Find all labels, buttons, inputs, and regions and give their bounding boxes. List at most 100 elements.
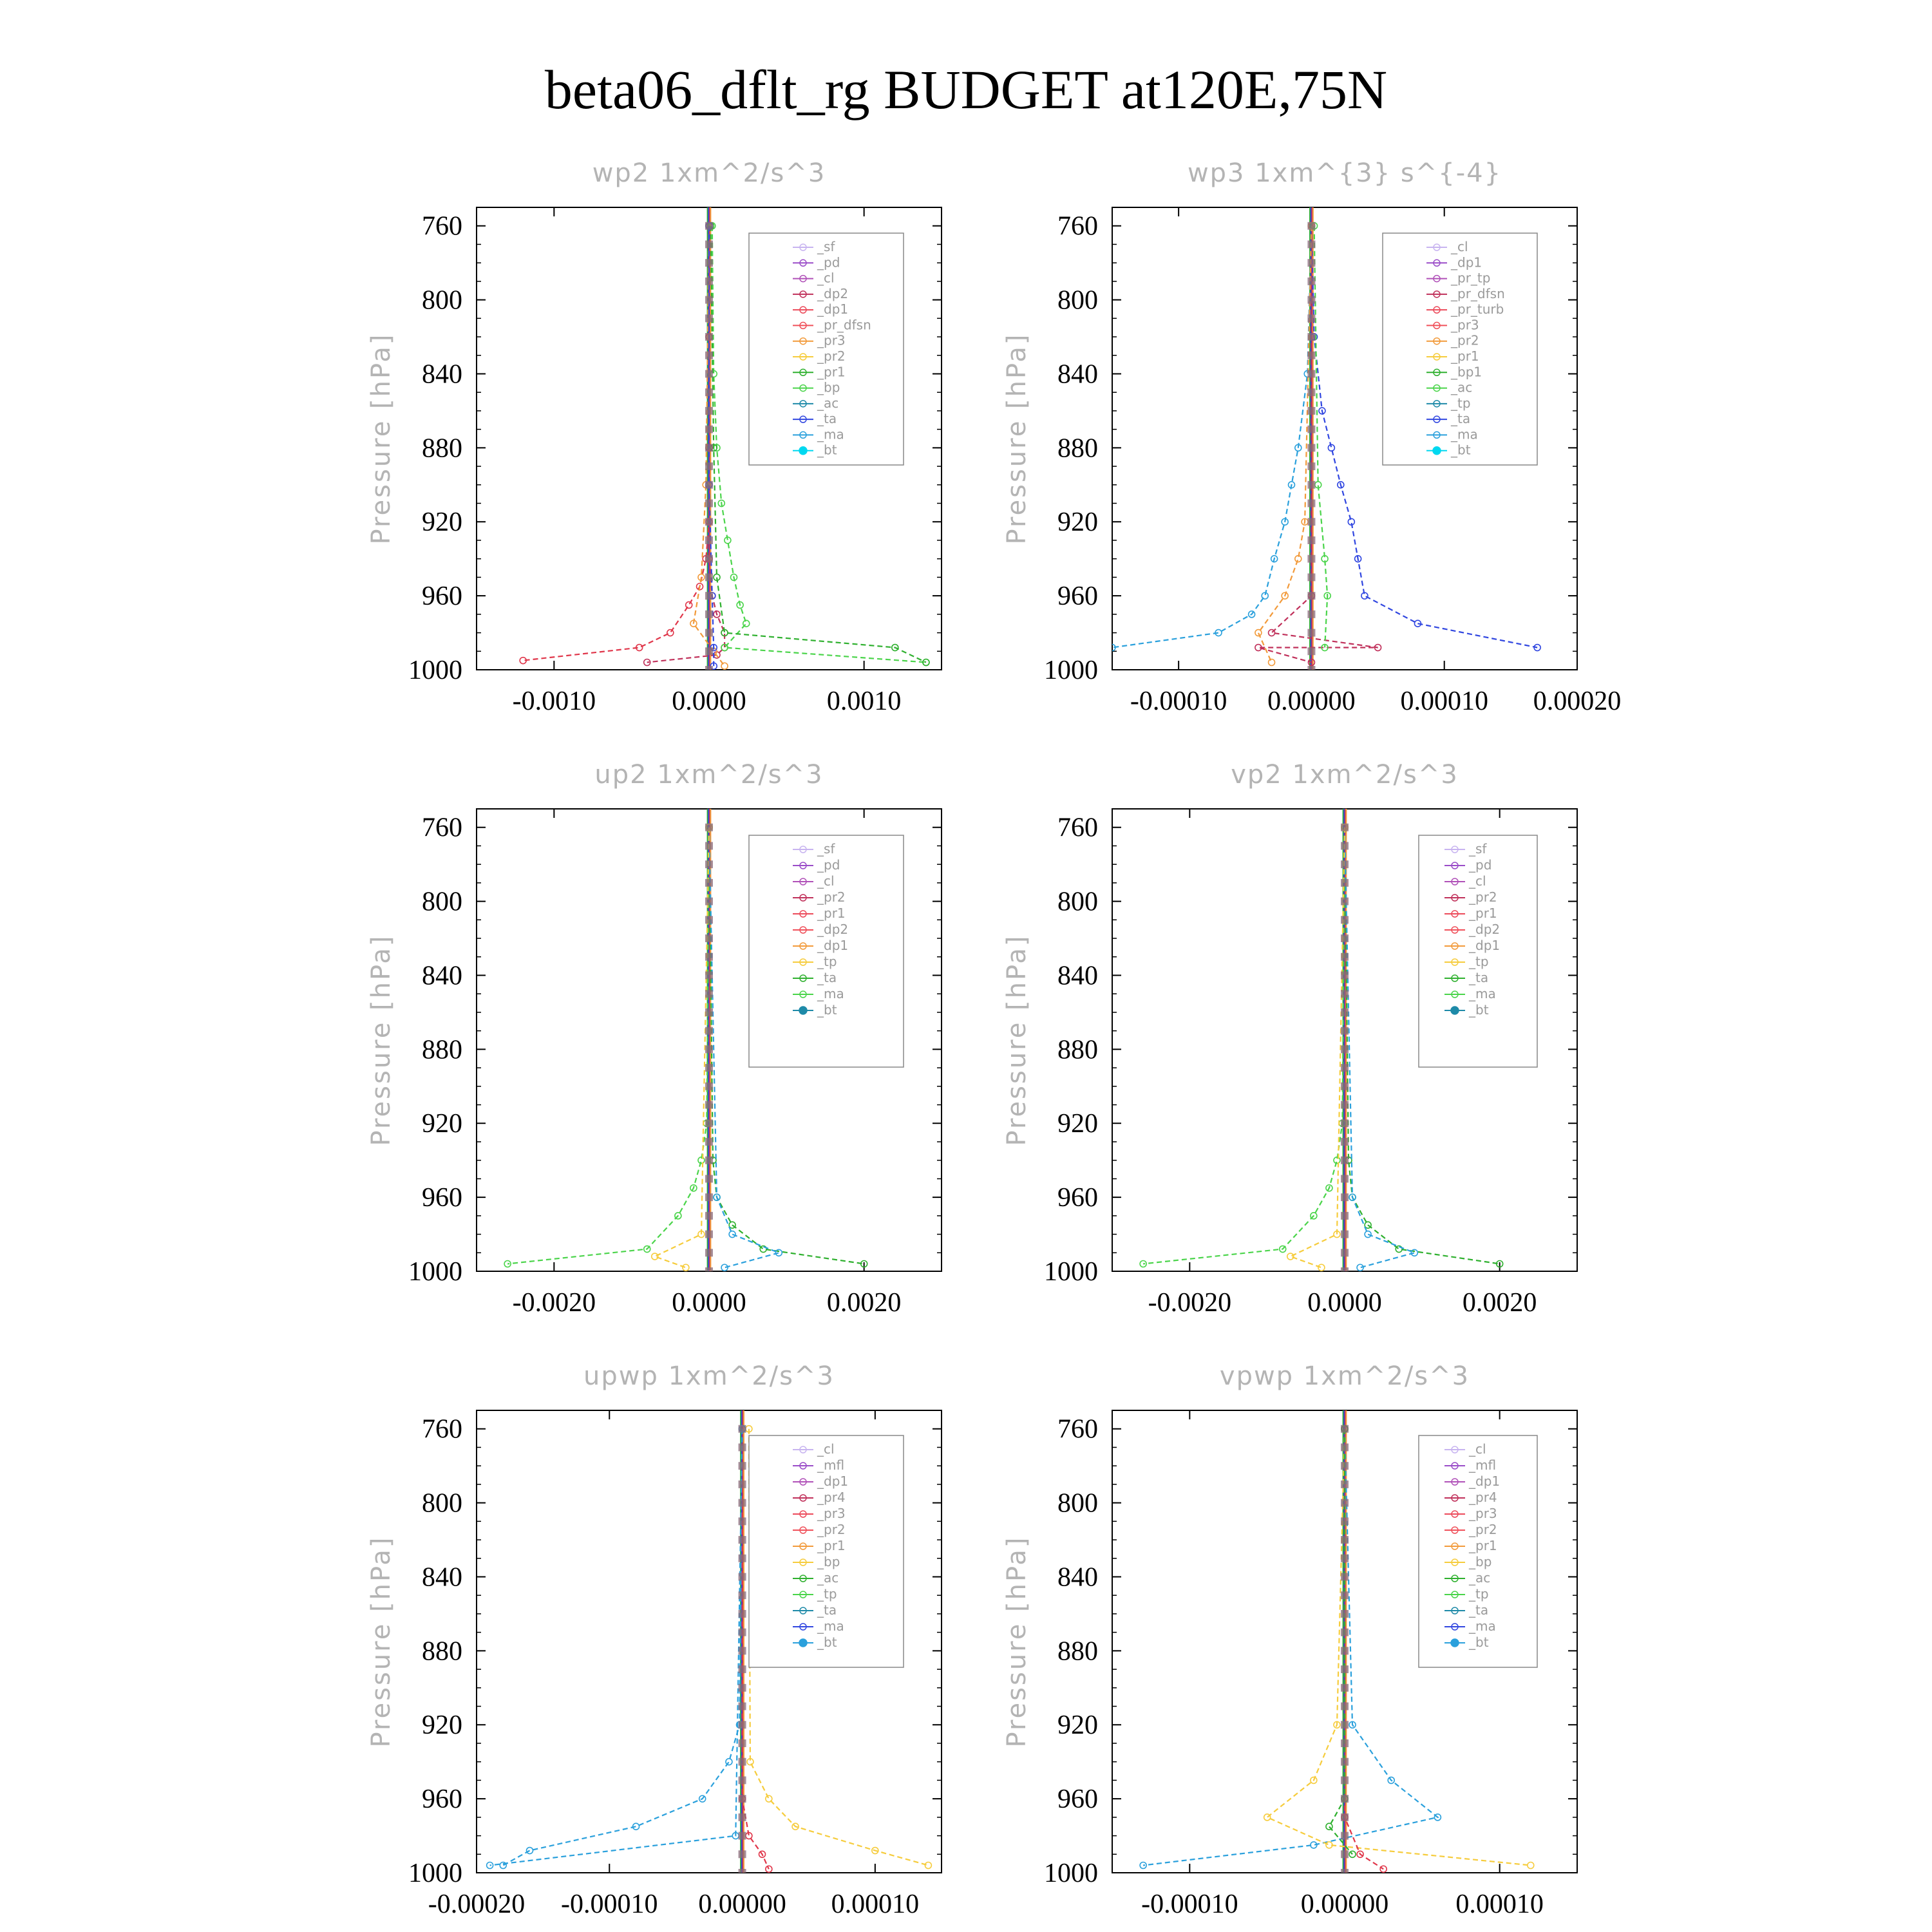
series-point	[728, 1221, 736, 1229]
series-point	[924, 1861, 933, 1870]
legend-label: _pd	[1468, 857, 1492, 873]
zero-marker	[1307, 333, 1316, 341]
zero-marker	[705, 592, 713, 600]
legend-marker	[1433, 259, 1441, 267]
legend-label: _pr1	[817, 1538, 846, 1553]
zero-marker	[1307, 647, 1316, 656]
series-line-tp	[1343, 827, 1417, 1269]
legend-box	[748, 835, 904, 1068]
series-line-tp	[502, 1428, 743, 1866]
series-point	[1267, 658, 1276, 667]
legend-label: _pr_dfsn	[1450, 286, 1505, 301]
y-tick-label: 800	[1057, 1489, 1098, 1519]
legend-marker	[799, 384, 807, 392]
zero-marker	[1341, 1443, 1349, 1452]
y-tick-label: 760	[1057, 813, 1098, 843]
legend-marker	[799, 990, 807, 998]
zero-marker	[1341, 1832, 1349, 1840]
legend-box	[1418, 1435, 1538, 1668]
series-point	[1356, 1264, 1364, 1271]
legend-marker	[799, 446, 808, 455]
legend-label: _dp1	[1468, 1473, 1500, 1489]
panel-3: up2 1xm^2/s^3 Pressure [hPa] 760 800 840 880 9…	[366, 760, 942, 1318]
legend-marker	[799, 974, 807, 982]
series-point	[1527, 1861, 1535, 1870]
legend-box	[748, 1435, 904, 1668]
y-tick-label: 800	[422, 286, 462, 316]
series-point	[1434, 1814, 1442, 1821]
legend-label: _pr1	[1468, 905, 1497, 921]
x-tick-label: -0.0020	[513, 1288, 596, 1318]
legend-marker	[799, 846, 807, 853]
zero-marker	[1341, 1665, 1349, 1674]
legend-label: _mfl	[1468, 1457, 1496, 1473]
legend-label: _pr_tp	[1450, 270, 1490, 286]
series-point	[698, 1795, 706, 1803]
zero-marker	[738, 1462, 746, 1470]
zero-marker	[705, 1082, 713, 1090]
legend-label: _tp	[817, 1586, 837, 1602]
zero-marker	[738, 1609, 746, 1618]
legend-label: _ma	[1450, 426, 1478, 442]
data-area	[1139, 1410, 1535, 1873]
panel-title: up2 1xm^2/s^3	[594, 760, 823, 790]
series-point	[736, 601, 744, 609]
legend-marker	[799, 290, 807, 298]
series-point	[690, 1184, 697, 1192]
series-point	[1354, 554, 1362, 563]
series-point	[1278, 1245, 1287, 1253]
legend-marker	[1450, 1638, 1459, 1647]
series-point	[871, 1846, 879, 1855]
zero-marker	[705, 240, 713, 249]
zero-marker	[1341, 952, 1349, 961]
legend-label: _dp2	[817, 286, 848, 301]
legend-marker	[799, 958, 807, 966]
legend: _sf_pd_cl_dp2_dp1_pr_dfsn_pr3_pr2_pr1_bp…	[748, 232, 904, 466]
series-point	[1349, 1193, 1356, 1201]
legend-label: _sf	[817, 841, 835, 857]
y-tick-label: 760	[1057, 212, 1098, 242]
series-point	[724, 536, 732, 544]
zero-marker	[1307, 480, 1316, 489]
zero-marker	[1341, 1683, 1349, 1692]
series-point	[1321, 643, 1329, 652]
zero-marker	[1307, 296, 1316, 304]
zero-marker	[705, 1193, 713, 1202]
legend-label: _pr3	[1468, 1506, 1497, 1521]
y-tick-label: 880	[1057, 433, 1098, 463]
legend-marker	[1451, 1591, 1459, 1598]
legend-marker	[799, 1638, 808, 1647]
legend-marker	[1451, 974, 1459, 982]
zero-marker	[1307, 554, 1316, 563]
zero-marker	[1341, 1267, 1349, 1271]
legend-marker	[1451, 1494, 1459, 1502]
series-line-dp1	[1142, 827, 1346, 1265]
series-point	[1294, 554, 1302, 563]
y-axis-label: Pressure [hPa]	[366, 333, 396, 545]
legend: _cl_dp1_pr_tp_pr_dfsn_pr_turb_pr3_pr2_pr…	[1382, 232, 1538, 466]
figure-title: beta06_dflt_rg BUDGET at120E,75N	[545, 59, 1387, 120]
legend-label: _bt	[817, 442, 837, 458]
series-line-pr1	[710, 225, 927, 663]
series-point	[1414, 620, 1422, 628]
series-point	[1286, 1253, 1294, 1260]
zero-marker	[1341, 934, 1349, 943]
zero-marker	[705, 990, 713, 998]
legend-marker	[799, 400, 807, 408]
legend-marker	[799, 1510, 807, 1518]
legend-label: _ta	[1450, 411, 1470, 426]
zero-marker	[1341, 971, 1349, 980]
legend-label: _cl	[1450, 239, 1468, 254]
legend-label: _bp	[1468, 1554, 1492, 1569]
zero-marker	[738, 1850, 746, 1859]
legend-marker	[799, 337, 807, 345]
legend-marker	[799, 862, 807, 869]
zero-marker	[705, 842, 713, 850]
series-line-bp1	[1313, 225, 1329, 648]
zero-marker	[705, 1230, 713, 1238]
legend-marker	[1451, 1526, 1459, 1534]
y-tick-label: 840	[422, 359, 462, 389]
legend-label: _bt	[1468, 1002, 1489, 1018]
legend-label: _ac	[817, 1570, 838, 1586]
zero-marker	[705, 952, 713, 961]
